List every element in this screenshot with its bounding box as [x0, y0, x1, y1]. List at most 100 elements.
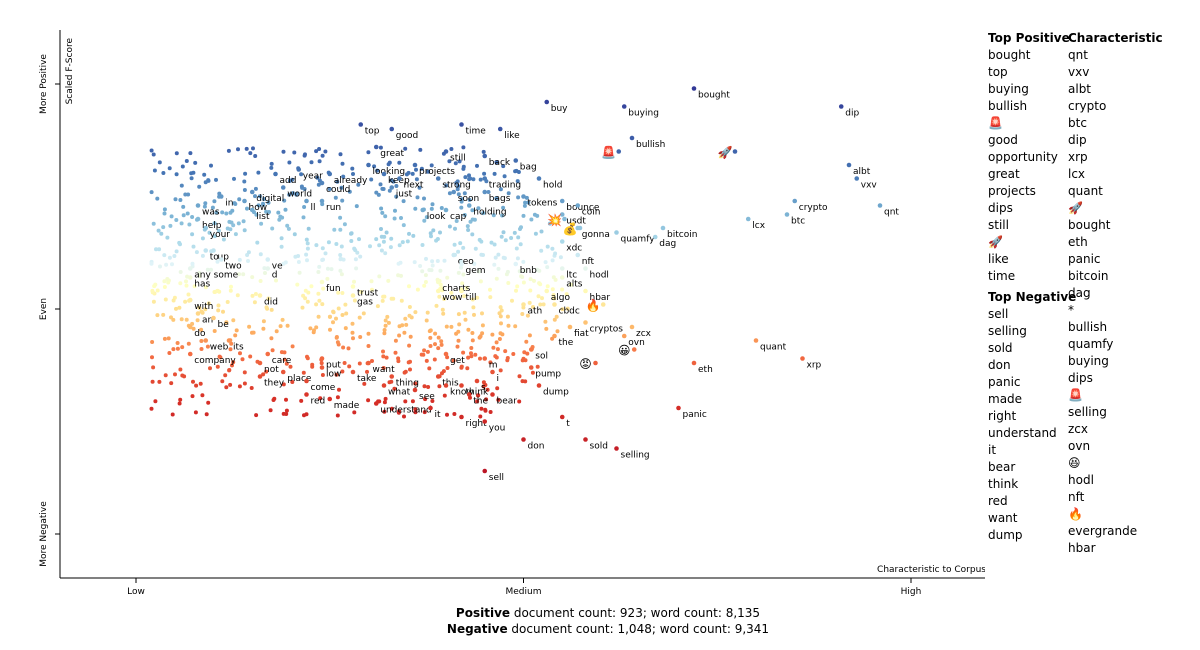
characteristic-term[interactable]: btc	[1068, 116, 1087, 130]
term-dot	[305, 299, 310, 304]
term-dot	[317, 159, 322, 164]
point-list	[249, 207, 255, 213]
top-positive-term[interactable]: dips	[988, 201, 1013, 215]
top-negative-term[interactable]: made	[988, 392, 1023, 406]
characteristic-term[interactable]: bitcoin	[1068, 269, 1109, 283]
top-negative-term[interactable]: want	[988, 511, 1018, 525]
characteristic-term[interactable]: 🚀	[1068, 201, 1083, 215]
characteristic-term[interactable]: dips	[1068, 371, 1093, 385]
top-negative-term[interactable]: selling	[988, 324, 1027, 338]
characteristic-term[interactable]: zcx	[1068, 422, 1088, 436]
point-hold	[536, 176, 542, 181]
term-dot	[516, 195, 521, 200]
characteristic-term[interactable]: lcx	[1068, 167, 1086, 181]
top-positive-term[interactable]: top	[988, 65, 1008, 79]
term-dot	[209, 267, 213, 272]
term-dot	[423, 280, 428, 284]
top-positive-term[interactable]: bullish	[988, 99, 1028, 113]
term-dot	[300, 305, 305, 310]
top-positive-term[interactable]: projects	[988, 184, 1036, 198]
term-dot	[568, 282, 573, 287]
term-dot	[209, 163, 213, 168]
characteristic-term[interactable]: nft	[1068, 490, 1085, 504]
characteristic-term[interactable]: hbar	[1068, 541, 1096, 555]
top-positive-term[interactable]: buying	[988, 82, 1029, 96]
term-dot	[550, 287, 555, 292]
top-positive-term[interactable]: time	[988, 269, 1016, 283]
top-negative-term[interactable]: it	[988, 443, 997, 457]
term-dot	[334, 316, 338, 321]
top-positive-term[interactable]: good	[988, 133, 1018, 147]
characteristic-term[interactable]: hodl	[1068, 473, 1094, 487]
characteristic-term[interactable]: 🔥	[1068, 507, 1083, 521]
top-positive-term[interactable]: opportunity	[988, 150, 1058, 164]
point-label: already	[334, 176, 368, 186]
top-positive-term[interactable]: still	[988, 218, 1009, 232]
term-dot	[456, 192, 461, 197]
top-negative-term[interactable]: understand	[988, 426, 1057, 440]
term-dot	[314, 302, 319, 307]
characteristic-term[interactable]: ovn	[1068, 439, 1091, 453]
characteristic-term[interactable]: crypto	[1068, 99, 1107, 113]
top-negative-term[interactable]: sell	[988, 307, 1009, 321]
characteristic-term[interactable]: qnt	[1068, 48, 1088, 62]
term-dot	[250, 293, 255, 298]
point-quant	[753, 338, 759, 343]
characteristic-term[interactable]: dag	[1068, 286, 1091, 300]
characteristic-term[interactable]: *	[1068, 303, 1074, 317]
term-dot	[436, 346, 441, 351]
characteristic-term[interactable]: quamfy	[1068, 337, 1114, 351]
term-dot	[349, 239, 354, 243]
term-dot	[194, 383, 199, 388]
characteristic-term[interactable]: bought	[1068, 218, 1111, 232]
top-negative-term[interactable]: think	[988, 477, 1019, 491]
top-positive-term[interactable]: 🚀	[988, 235, 1003, 249]
term-dot	[164, 262, 169, 267]
emoji-point: 😡	[579, 357, 592, 371]
point-this	[435, 374, 441, 379]
point-good	[389, 126, 395, 132]
term-dot	[461, 145, 466, 150]
top-positive-term[interactable]: great	[988, 167, 1020, 181]
top-negative-term[interactable]: bear	[988, 460, 1016, 474]
top-negative-term[interactable]: right	[988, 409, 1017, 423]
characteristic-term[interactable]: vxv	[1068, 65, 1090, 79]
term-dot	[483, 383, 488, 387]
term-dot	[152, 168, 157, 173]
term-dot	[452, 242, 457, 247]
term-dot	[389, 406, 394, 411]
characteristic-term[interactable]: evergrande	[1068, 524, 1138, 538]
term-dot	[241, 272, 246, 277]
term-dot	[457, 322, 462, 327]
characteristic-term[interactable]: 😆	[1068, 456, 1081, 470]
term-dot	[433, 331, 438, 336]
term-dot	[177, 401, 182, 406]
term-dot	[200, 393, 205, 398]
point-label: till	[466, 293, 477, 303]
characteristic-term[interactable]: xrp	[1068, 150, 1088, 164]
top-positive-term[interactable]: 🚨	[988, 116, 1003, 130]
characteristic-term[interactable]: 🚨	[1068, 388, 1083, 402]
term-dot	[387, 160, 392, 165]
top-positive-term[interactable]: like	[988, 252, 1009, 266]
characteristic-term[interactable]: quant	[1068, 184, 1103, 198]
characteristic-term[interactable]: selling	[1068, 405, 1107, 419]
top-negative-term[interactable]: red	[988, 494, 1008, 508]
term-dot	[498, 305, 503, 310]
term-dot	[540, 296, 544, 301]
characteristic-term[interactable]: dip	[1068, 133, 1087, 147]
characteristic-term[interactable]: bullish	[1068, 320, 1108, 334]
characteristic-term[interactable]: panic	[1068, 252, 1101, 266]
top-negative-term[interactable]: panic	[988, 375, 1021, 389]
characteristic-term[interactable]: eth	[1068, 235, 1088, 249]
characteristic-term[interactable]: buying	[1068, 354, 1109, 368]
top-negative-term[interactable]: sold	[988, 341, 1013, 355]
term-dot	[460, 281, 465, 286]
term-dot	[543, 260, 548, 265]
term-dot	[475, 295, 480, 300]
top-negative-term[interactable]: don	[988, 358, 1011, 372]
top-negative-term[interactable]: dump	[988, 528, 1023, 542]
top-positive-term[interactable]: bought	[988, 48, 1031, 62]
characteristic-term[interactable]: albt	[1068, 82, 1092, 96]
y-tick-label: More Positive	[39, 54, 49, 114]
